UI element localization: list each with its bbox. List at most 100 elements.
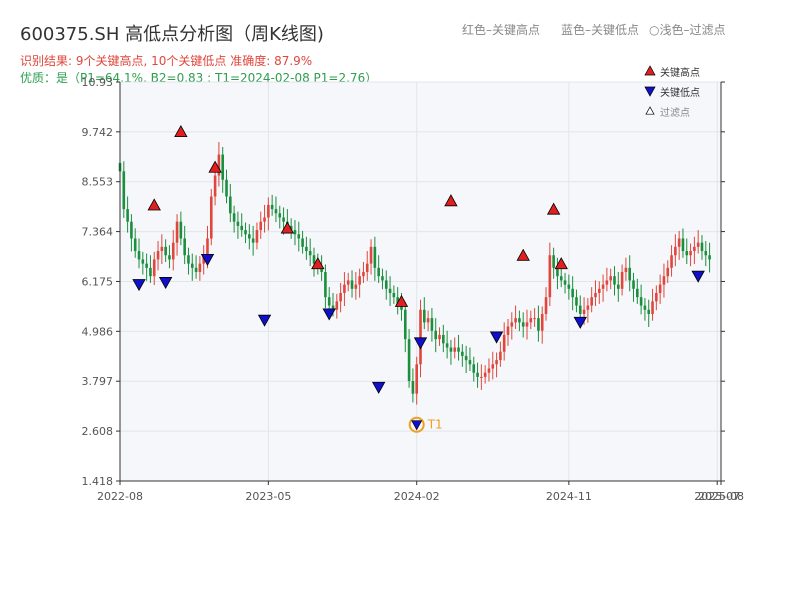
candle-body (636, 288, 639, 298)
candle-body (301, 238, 304, 247)
candle-body (202, 255, 205, 264)
candle-body (597, 288, 601, 293)
candle-body (164, 246, 167, 256)
key-low-marker (371, 381, 386, 394)
candle-body (548, 255, 552, 298)
candle-body (419, 309, 422, 365)
legend-high-label: 关键高点 (660, 66, 700, 79)
candle-body (175, 221, 179, 243)
candle-body (354, 284, 358, 289)
candle-body (270, 204, 274, 210)
markers-layer: T1 (132, 124, 705, 433)
legend-high-icon (644, 65, 656, 76)
candle-body (620, 272, 624, 289)
candle-body (369, 246, 373, 264)
candle-body (677, 238, 681, 247)
candle-body (339, 292, 342, 302)
candle-body (605, 280, 609, 285)
candle-body (658, 284, 662, 293)
candle-body (320, 267, 323, 273)
y-tick-label: 6.175 (82, 275, 114, 288)
candle-body (194, 267, 198, 273)
candle-body (232, 213, 236, 222)
candle-body (556, 267, 559, 277)
candle-body (624, 267, 628, 273)
candle-body (327, 297, 331, 306)
legend-filtered-label: 过滤点 (660, 106, 690, 119)
key-low-marker (322, 308, 336, 321)
candle-body (324, 272, 327, 298)
candle-body (544, 297, 548, 314)
candle-body (297, 234, 301, 239)
candle-body (259, 221, 263, 231)
candle-body (521, 322, 525, 327)
candle-body (575, 297, 578, 306)
candle-body (518, 318, 521, 323)
key-low-marker (257, 314, 272, 327)
candle-body (632, 280, 635, 289)
key-high-marker (174, 124, 188, 137)
axes-layer: 1.418 2.608 3.797 4.986 6.175 7.364 8.553 9.742… (82, 76, 744, 503)
x-tick-label: 2023-05 (245, 490, 291, 503)
y-tick-label: 2.608 (82, 425, 114, 438)
key-high-marker (516, 248, 530, 261)
candle-body (529, 318, 533, 323)
candle-body (160, 246, 164, 252)
chart-title: 600375.SH 高低点分析图（周K线图) (20, 24, 324, 45)
y-tick-label: 7.364 (82, 226, 114, 239)
candle-body (453, 347, 457, 352)
key-high-marker (208, 160, 222, 173)
candle-body (141, 259, 145, 264)
candle-body (156, 251, 160, 260)
candle-body (647, 309, 651, 314)
candle-body (335, 301, 339, 310)
candle-body (499, 351, 502, 361)
candle-body (289, 225, 293, 231)
candle-body (179, 221, 183, 239)
candle-body (365, 263, 369, 273)
candle-body (388, 288, 392, 293)
candle-body (674, 246, 677, 256)
candle-body (582, 309, 586, 314)
candle-body (244, 230, 247, 235)
candle-body (251, 238, 255, 243)
key-high-marker (311, 257, 325, 270)
candle-body (464, 355, 468, 361)
candle-body (209, 196, 213, 239)
candle-body (263, 217, 266, 222)
candle-body (236, 221, 240, 226)
candle-body (704, 251, 708, 256)
candle-body (206, 238, 209, 256)
candle-body (403, 309, 407, 340)
candle-body (655, 292, 658, 302)
candle-body (133, 238, 137, 252)
candle-body (571, 288, 574, 298)
candle-body (461, 351, 464, 356)
y-tick-label: 10.93 (82, 76, 114, 89)
t1-ring (408, 416, 425, 433)
candle-body (130, 221, 133, 239)
candle-body (362, 272, 365, 277)
candle-body (442, 334, 445, 344)
candle-body (510, 322, 514, 327)
candle-body (278, 213, 282, 218)
candle-body (248, 234, 251, 239)
candle-body (578, 305, 582, 314)
candle-body (681, 238, 685, 252)
candle-body (639, 297, 643, 306)
candle-body (217, 154, 221, 176)
key-low-marker (158, 277, 173, 290)
candle-body (396, 297, 399, 306)
candle-body (552, 255, 555, 268)
y-tick-label: 3.797 (82, 375, 114, 388)
key-high-marker (554, 257, 568, 270)
candle-body (183, 238, 186, 256)
candle-body (126, 209, 129, 222)
candle-body (567, 284, 571, 289)
legend-hint-red: 红色–关键高点 (462, 23, 541, 37)
key-low-marker (489, 331, 504, 344)
candle-body (628, 267, 632, 281)
candle-body (373, 246, 377, 268)
candle-body (601, 284, 605, 289)
